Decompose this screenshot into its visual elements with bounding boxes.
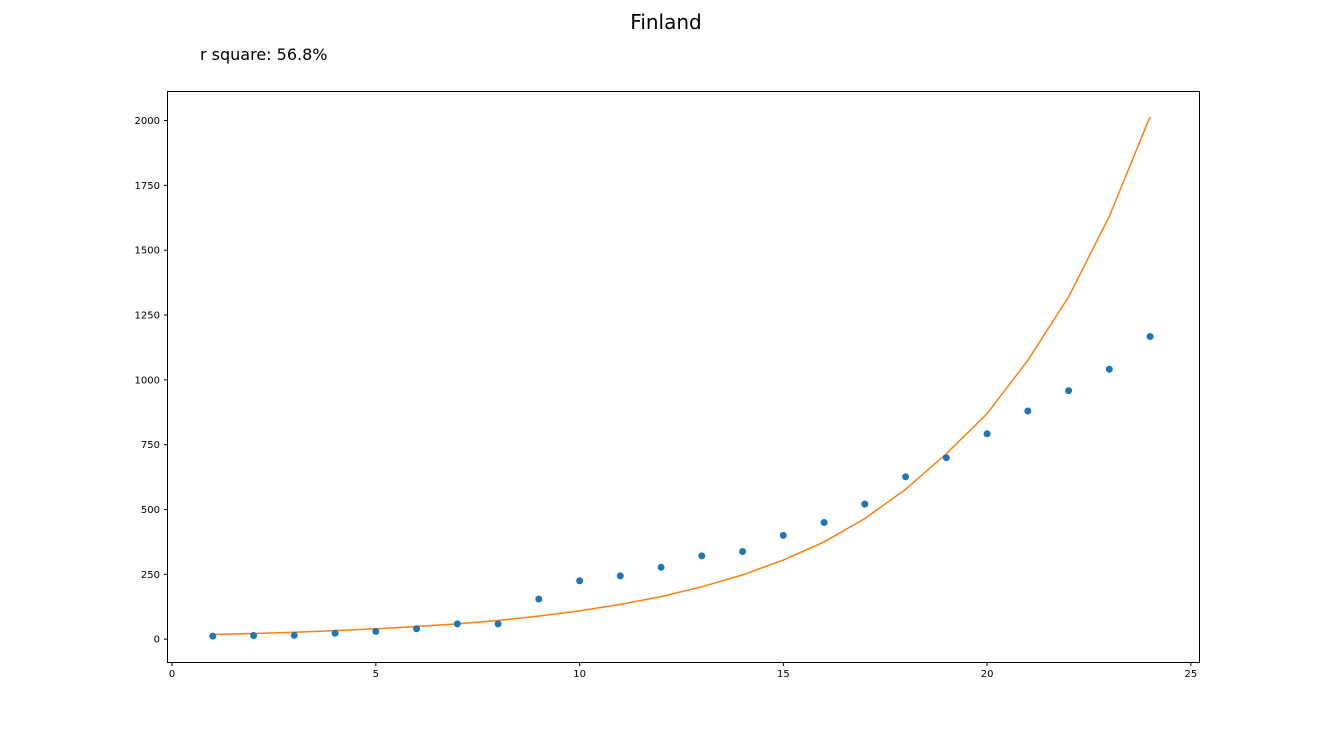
data-point <box>372 627 380 635</box>
x-tick-label: 15 <box>777 669 790 680</box>
data-point <box>698 552 706 560</box>
data-point <box>820 519 828 526</box>
data-point <box>942 454 950 462</box>
data-point <box>657 563 665 571</box>
data-point <box>779 531 787 539</box>
y-tick-label: 750 <box>141 440 160 451</box>
data-point <box>1065 387 1073 395</box>
data-point <box>331 629 339 637</box>
data-point <box>209 632 217 640</box>
data-point <box>413 625 421 633</box>
plot-frame <box>167 91 1200 663</box>
data-point <box>983 430 991 438</box>
y-tick-label: 500 <box>141 505 160 516</box>
x-tick-label: 5 <box>373 669 379 680</box>
data-point <box>535 595 543 603</box>
data-point <box>616 572 624 580</box>
data-point <box>739 548 747 555</box>
y-tick-label: 2000 <box>135 116 160 127</box>
data-point <box>1105 365 1113 373</box>
y-tick-label: 1250 <box>135 311 160 322</box>
plot-marks <box>209 116 1154 640</box>
y-tick-label: 1750 <box>135 181 160 192</box>
x-tick-label: 10 <box>573 669 586 680</box>
x-tick-label: 25 <box>1184 669 1197 680</box>
x-tick-label: 0 <box>169 669 175 680</box>
data-point <box>902 473 910 481</box>
y-tick-label: 250 <box>141 570 160 581</box>
chart-title: Finland <box>630 10 702 34</box>
data-point <box>494 620 502 628</box>
x-tick-label: 20 <box>981 669 994 680</box>
data-point <box>250 632 258 639</box>
fit-line <box>212 116 1151 636</box>
data-point <box>290 631 298 639</box>
data-point <box>1024 407 1032 415</box>
data-point <box>576 577 584 585</box>
data-point <box>861 500 869 508</box>
r-square-annotation: r square: 56.8% <box>200 45 328 64</box>
data-point <box>1146 333 1154 340</box>
y-tick-label: 1000 <box>135 375 160 386</box>
y-tick-label: 1500 <box>135 246 160 257</box>
data-point <box>453 620 461 628</box>
y-tick-label: 0 <box>154 635 160 646</box>
